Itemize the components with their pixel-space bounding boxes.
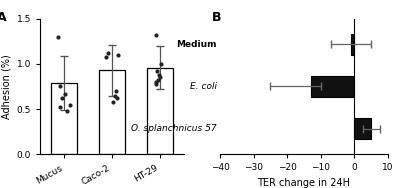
Point bbox=[66, 103, 73, 106]
Bar bbox=[99, 70, 125, 154]
Bar bbox=[147, 67, 173, 154]
Text: E. coli: E. coli bbox=[190, 82, 217, 91]
Point bbox=[154, 79, 161, 82]
Bar bbox=[51, 83, 77, 154]
Point bbox=[156, 73, 162, 76]
Point bbox=[113, 89, 119, 92]
Text: B: B bbox=[212, 11, 221, 24]
Point bbox=[158, 62, 164, 65]
Point bbox=[55, 35, 62, 38]
Point bbox=[62, 92, 68, 95]
Text: A: A bbox=[0, 11, 6, 24]
Point bbox=[111, 94, 118, 97]
Text: O. splanchnicus 57: O. splanchnicus 57 bbox=[131, 124, 217, 133]
Bar bbox=[311, 76, 354, 97]
Text: Medium: Medium bbox=[176, 40, 217, 49]
Point bbox=[59, 97, 66, 100]
Bar bbox=[354, 118, 371, 139]
Point bbox=[103, 55, 109, 58]
Point bbox=[115, 53, 121, 56]
Point bbox=[110, 100, 116, 103]
X-axis label: TER change in 24H: TER change in 24H bbox=[258, 178, 350, 188]
Point bbox=[153, 80, 159, 83]
Y-axis label: Adhesion (%): Adhesion (%) bbox=[1, 54, 11, 119]
Point bbox=[113, 97, 120, 100]
Point bbox=[154, 70, 160, 73]
Point bbox=[153, 82, 159, 85]
Point bbox=[105, 52, 112, 55]
Point bbox=[56, 106, 63, 109]
Point bbox=[64, 109, 70, 112]
Bar bbox=[351, 34, 354, 55]
Point bbox=[152, 33, 159, 36]
Point bbox=[157, 76, 164, 79]
Point bbox=[56, 85, 63, 88]
